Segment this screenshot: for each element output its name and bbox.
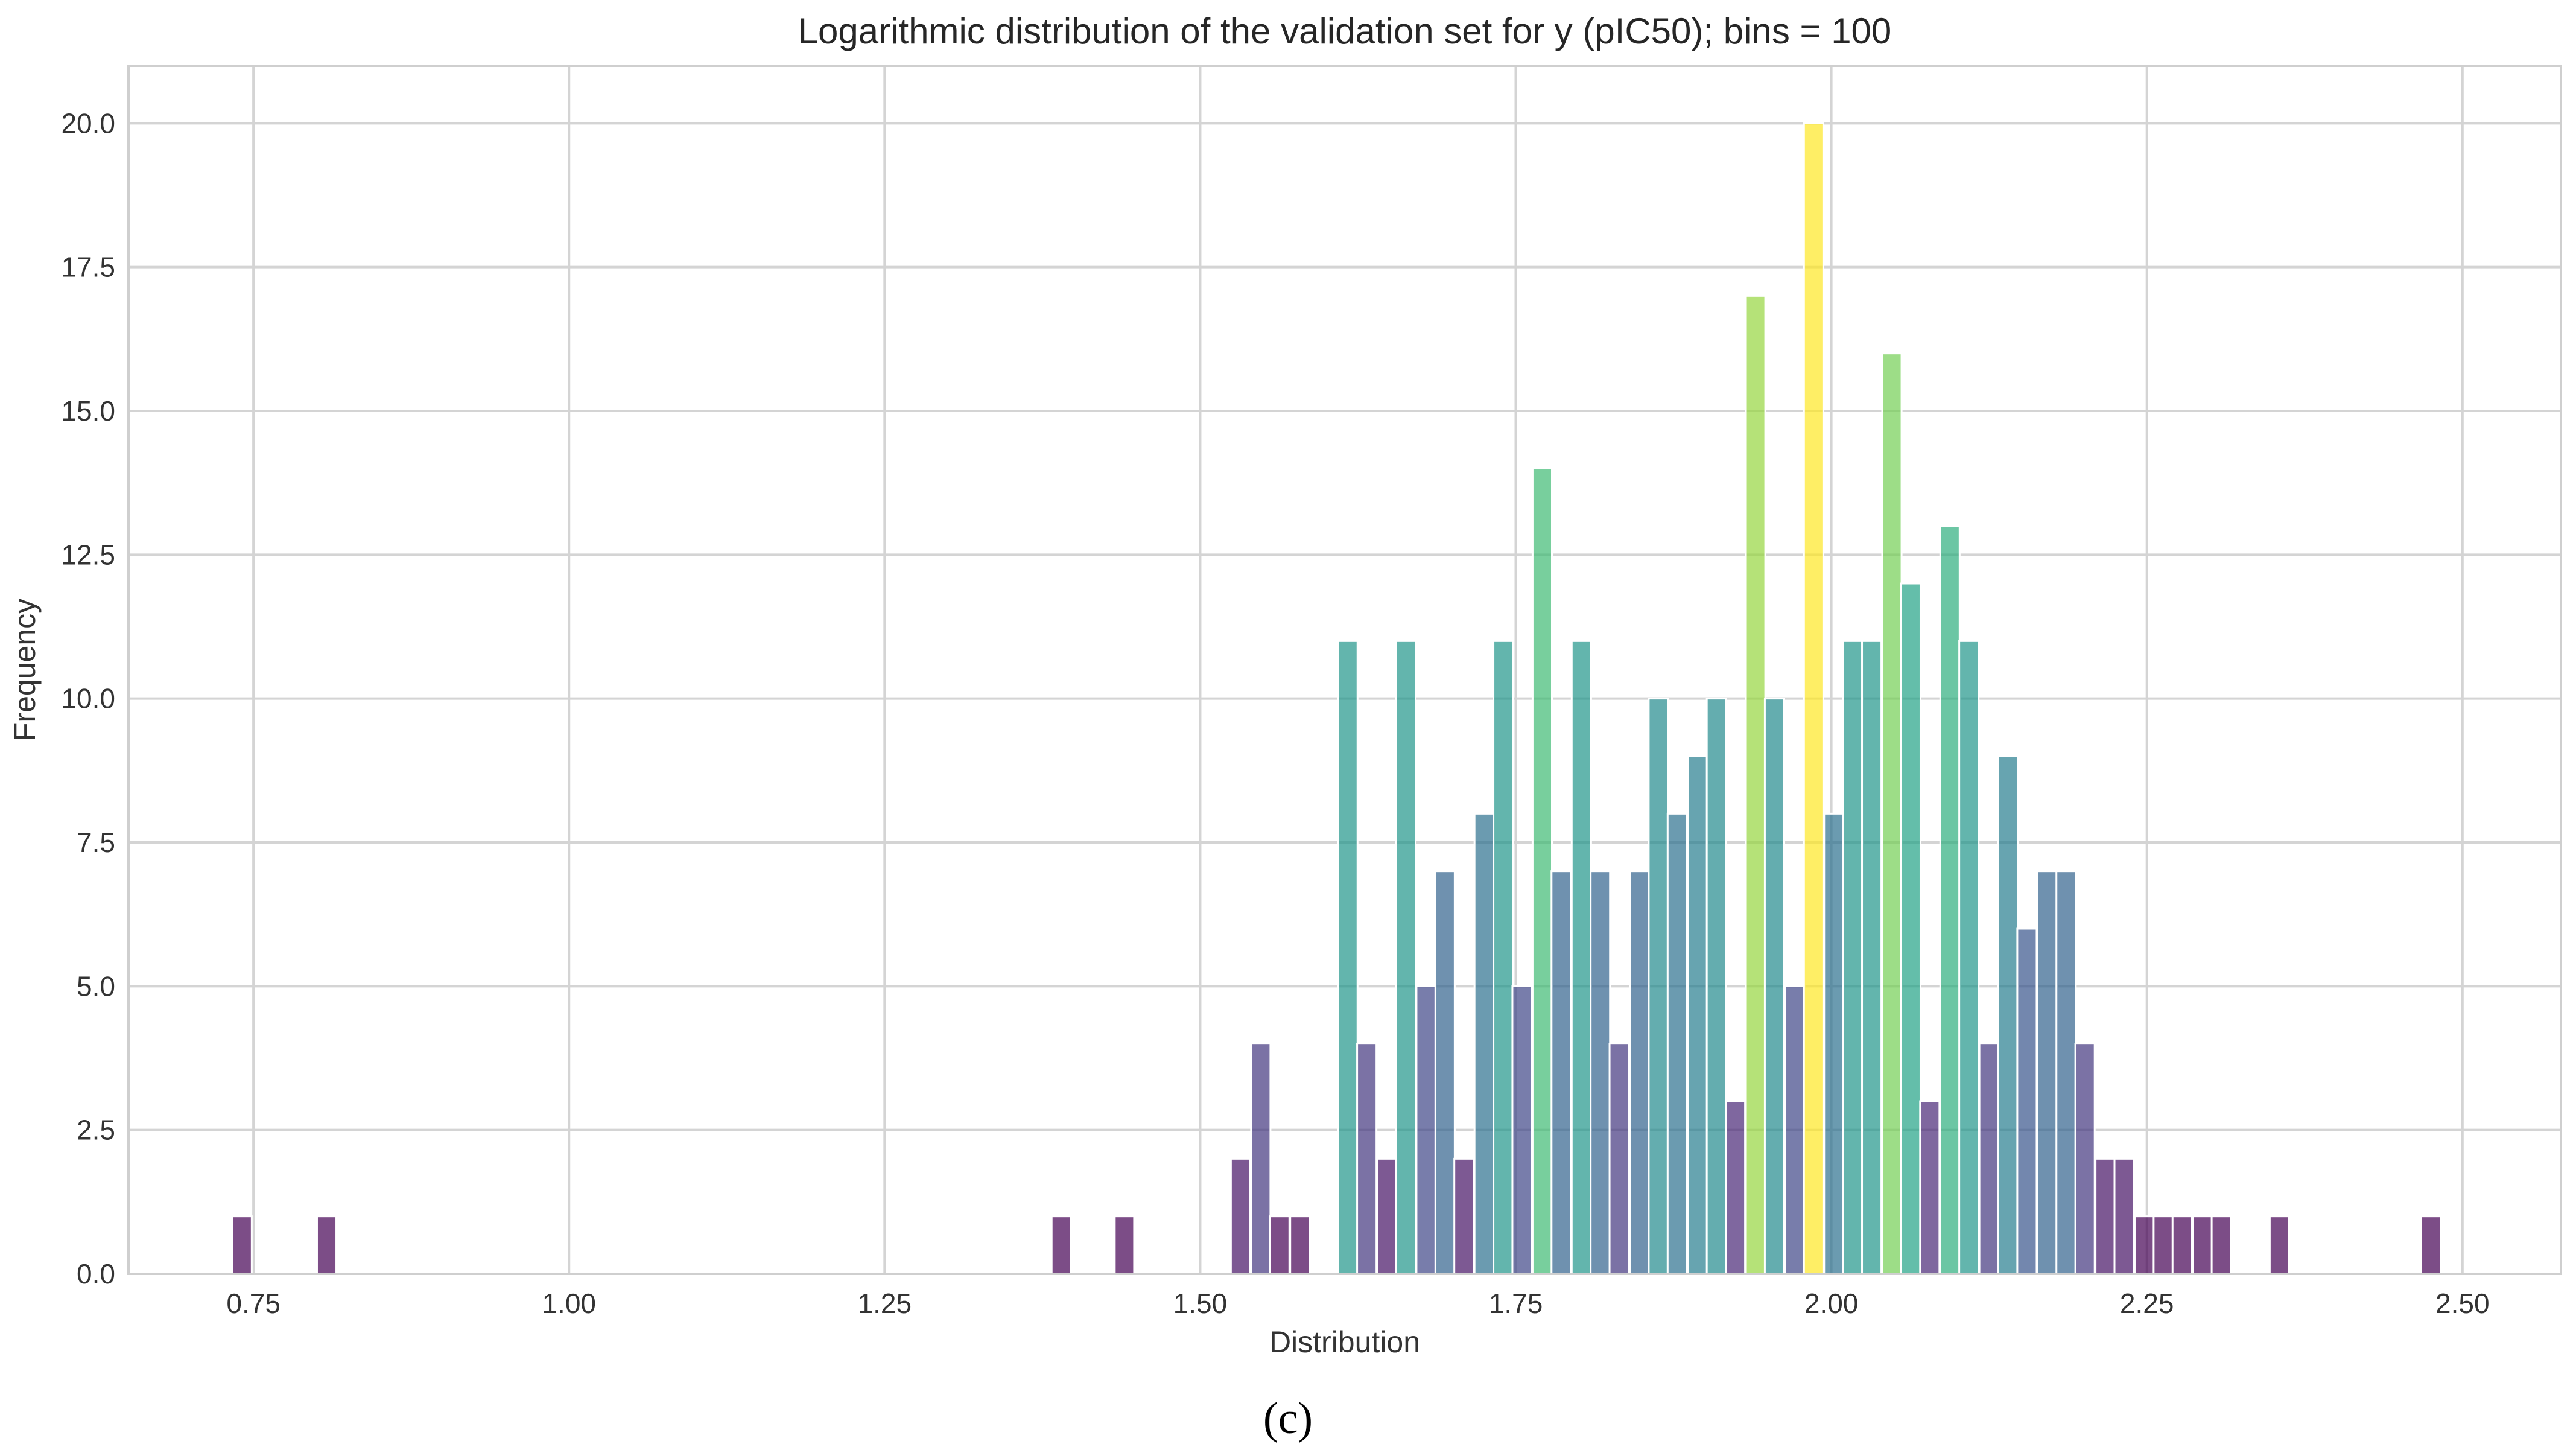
histogram-bars xyxy=(231,122,2442,1275)
histogram-bar xyxy=(316,1215,338,1275)
histogram-bar xyxy=(2171,1215,2193,1275)
histogram-bar xyxy=(1745,294,1766,1275)
histogram-bar xyxy=(2055,870,2077,1275)
x-tick-label: 2.50 xyxy=(2435,1288,2490,1319)
histogram-bar xyxy=(1453,1157,1475,1275)
histogram-bar xyxy=(1570,640,1592,1275)
y-tick-label: 0.0 xyxy=(77,1258,115,1289)
histogram-bar xyxy=(1473,812,1495,1275)
histogram-bar xyxy=(1229,1157,1251,1275)
histogram-bar xyxy=(231,1215,253,1275)
histogram-bar xyxy=(1725,1100,1746,1275)
histogram-bar xyxy=(1337,640,1359,1275)
histogram-bar xyxy=(1997,755,2019,1275)
y-tick-label: 12.5 xyxy=(61,539,115,570)
histogram-bar xyxy=(1608,1043,1630,1275)
x-tick-label: 1.75 xyxy=(1489,1288,1543,1319)
y-tick-label: 20.0 xyxy=(61,107,115,139)
histogram-bar xyxy=(1289,1215,1311,1275)
histogram-bar xyxy=(2192,1215,2213,1275)
y-tick-label: 15.0 xyxy=(61,395,115,427)
y-tick-label: 7.5 xyxy=(77,827,115,858)
histogram-bar xyxy=(1590,870,1611,1275)
histogram-bar xyxy=(1919,1100,1941,1275)
x-tick-label: 2.25 xyxy=(2120,1288,2174,1319)
histogram-bar xyxy=(2268,1215,2290,1275)
histogram-bar xyxy=(2152,1215,2174,1275)
y-tick-label: 5.0 xyxy=(77,970,115,1002)
histogram-bar xyxy=(2133,1215,2156,1275)
histogram-bar xyxy=(1434,870,1456,1275)
histogram-bar xyxy=(1648,698,1669,1275)
histogram-bar xyxy=(1666,812,1688,1275)
histogram-bar xyxy=(1803,122,1824,1275)
x-tick-label: 0.75 xyxy=(226,1288,281,1319)
histogram-bar xyxy=(1511,985,1533,1275)
histogram-bar xyxy=(2210,1215,2232,1275)
histogram-bar xyxy=(1842,640,1864,1275)
y-tick-label: 2.5 xyxy=(77,1114,115,1146)
histogram-bar xyxy=(2016,927,2038,1275)
x-tick-label: 1.00 xyxy=(542,1288,596,1319)
histogram-bar xyxy=(1861,640,1883,1275)
y-tick-label: 10.0 xyxy=(61,683,115,714)
histogram-bar xyxy=(1250,1043,1272,1275)
x-tick-label: 2.00 xyxy=(1804,1288,1859,1319)
histogram-bar xyxy=(1531,467,1553,1275)
histogram-bar xyxy=(1881,352,1903,1275)
histogram-bar xyxy=(1978,1043,2000,1275)
histogram-bar xyxy=(1395,640,1417,1275)
histogram-bar xyxy=(1687,755,1708,1275)
histogram-bar xyxy=(1493,640,1514,1275)
x-axis-label: Distribution xyxy=(1269,1325,1420,1359)
x-tick-label: 1.25 xyxy=(858,1288,912,1319)
y-tick-labels: 0.0 2.5 5.0 7.5 10.0 12.5 15.0 17.5 20.0 xyxy=(61,107,115,1289)
figure-caption: (c) xyxy=(1263,1394,1313,1443)
chart-title: Logarithmic distribution of the validati… xyxy=(798,11,1892,51)
histogram-bar xyxy=(2095,1157,2116,1275)
histogram-bar xyxy=(1114,1215,1135,1275)
x-tick-label: 1.50 xyxy=(1173,1288,1228,1319)
histogram-bar xyxy=(1550,870,1572,1275)
histogram-bar xyxy=(1763,698,1785,1275)
histogram-bar xyxy=(1376,1157,1398,1275)
histogram-bar xyxy=(1050,1215,1072,1275)
histogram-bar xyxy=(1356,1043,1378,1275)
y-axis-label: Frequency xyxy=(8,599,42,741)
histogram-bar xyxy=(2113,1157,2135,1275)
y-tick-label: 17.5 xyxy=(61,252,115,283)
histogram-bar xyxy=(2074,1043,2096,1275)
histogram-bar xyxy=(1958,640,1980,1275)
histogram-bar xyxy=(1705,698,1727,1275)
histogram-bar xyxy=(1784,985,1806,1275)
histogram-bar xyxy=(1823,812,1845,1275)
histogram-bar xyxy=(2420,1215,2442,1275)
histogram-bar xyxy=(2036,870,2058,1275)
histogram-bar xyxy=(1415,985,1437,1275)
histogram-bar xyxy=(1269,1215,1290,1275)
histogram-bar xyxy=(1900,582,1921,1275)
plot-frame xyxy=(127,65,2562,1275)
histogram-bar xyxy=(1939,525,1961,1275)
x-tick-labels: 0.75 1.00 1.25 1.50 1.75 2.00 2.25 2.50 xyxy=(226,1288,2489,1319)
histogram-bar xyxy=(1629,870,1651,1275)
